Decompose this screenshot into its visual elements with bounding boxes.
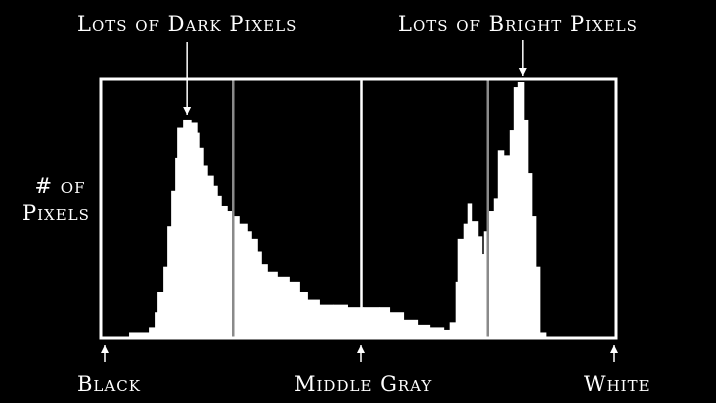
histogram-bar <box>333 304 348 337</box>
arrow-black-head <box>101 345 109 353</box>
histogram-bar <box>251 238 258 337</box>
histogram-bar <box>191 122 198 337</box>
histogram-bar <box>509 130 515 337</box>
histogram-bar <box>347 307 365 337</box>
histogram-bar <box>457 238 465 337</box>
histogram-bar <box>389 312 405 337</box>
histogram-bar <box>481 254 485 337</box>
histogram-frame <box>99 77 618 340</box>
histogram-bar <box>129 332 150 337</box>
histogram-bar <box>267 271 278 337</box>
histogram-bar <box>175 157 178 337</box>
histogram-bar <box>261 264 268 337</box>
histogram-bar <box>403 319 419 337</box>
histogram-bar <box>417 324 431 337</box>
histogram-bar <box>463 223 469 337</box>
histogram-bar <box>363 307 381 337</box>
histogram-bar <box>221 205 228 337</box>
histogram-bar <box>535 266 541 337</box>
histogram-bar <box>523 119 529 337</box>
label-white: White <box>584 372 651 396</box>
histogram-bar <box>539 332 547 337</box>
histogram-bar <box>493 198 499 337</box>
histogram-bar <box>227 211 234 337</box>
histogram-bar <box>455 281 459 337</box>
histogram-bar <box>319 304 334 337</box>
histogram-bar <box>513 87 519 337</box>
histogram-bar <box>443 329 451 337</box>
histogram-bar <box>199 147 204 337</box>
y-axis-label-line1: # of <box>34 174 86 198</box>
histogram-bar <box>213 185 218 337</box>
histogram-bar <box>257 251 262 337</box>
histogram-bar <box>183 119 192 337</box>
histogram-bar <box>247 231 252 337</box>
histogram-bar <box>289 281 300 337</box>
arrow-bright-pixels-head <box>518 68 527 76</box>
histogram-bar <box>177 127 184 337</box>
histogram-bar <box>239 223 248 337</box>
histogram-bar <box>379 307 391 337</box>
histogram-bar <box>155 312 158 337</box>
histogram-bar <box>487 211 495 337</box>
histogram-bar <box>307 299 320 337</box>
histogram-bar <box>149 327 156 337</box>
histogram-bar <box>503 155 511 337</box>
histogram-bar <box>471 221 479 337</box>
arrow-middle-gray-head <box>357 345 365 353</box>
label-middle-gray: Middle Gray <box>294 372 433 396</box>
arrow-dark-pixels-head <box>183 107 192 115</box>
histogram-bar <box>207 175 214 337</box>
histogram-bar <box>497 150 505 337</box>
histogram-bar <box>203 165 208 337</box>
histogram-bar <box>429 327 445 337</box>
histogram-bar <box>477 236 483 337</box>
histogram-bar <box>517 82 525 337</box>
histogram-bar <box>299 291 308 337</box>
histogram-bar <box>531 216 537 337</box>
histogram-bar <box>171 190 176 337</box>
histogram-bar <box>163 266 168 337</box>
label-black: Black <box>77 372 141 396</box>
y-axis-label-line2: Pixels <box>22 201 90 225</box>
histogram-bar <box>483 231 489 337</box>
histogram-bar <box>527 173 533 337</box>
histogram-bar <box>217 195 222 337</box>
annotation-dark-pixels: Lots of Dark Pixels <box>77 12 298 36</box>
histogram-bar <box>467 203 473 337</box>
annotation-bright-pixels: Lots of Bright Pixels <box>398 12 638 36</box>
histogram-bar <box>449 322 457 337</box>
histogram-bar <box>157 291 164 337</box>
histogram-bar <box>277 276 290 337</box>
arrow-white-head <box>610 345 618 353</box>
histogram-bar <box>197 132 200 337</box>
histogram-bar <box>167 226 172 337</box>
histogram-bar <box>233 216 240 337</box>
